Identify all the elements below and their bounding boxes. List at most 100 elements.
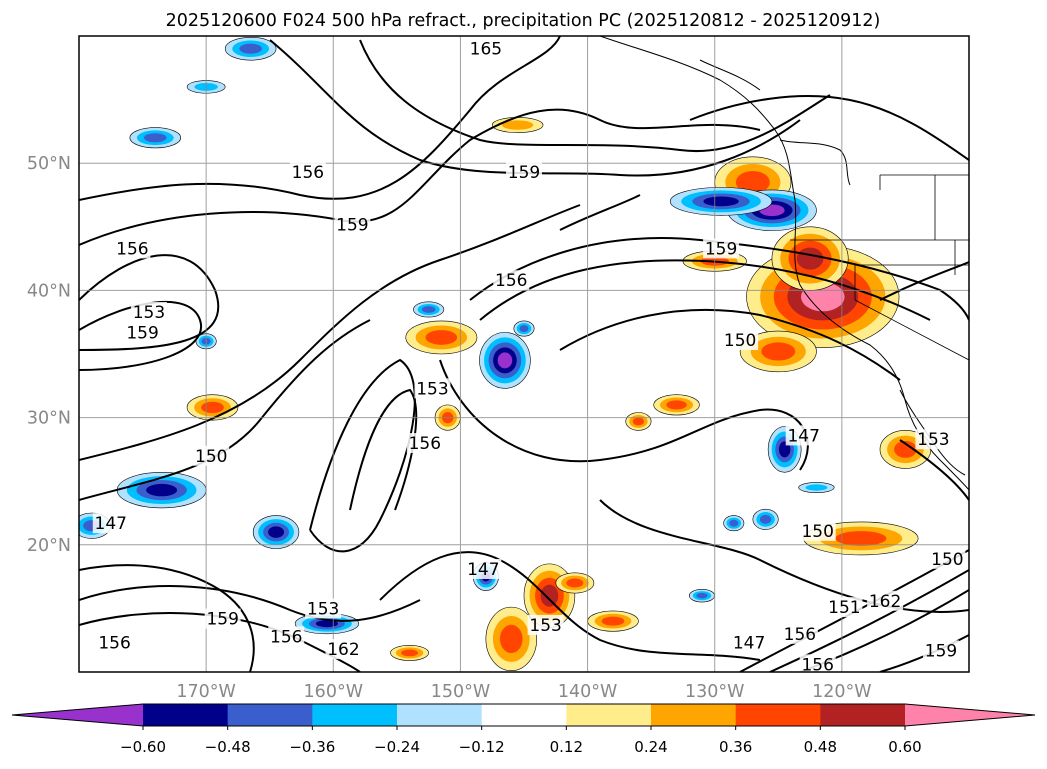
colorbar-tick-label: −0.36: [289, 738, 335, 756]
precip-shade: [894, 440, 917, 458]
contour-label: 156: [409, 434, 441, 454]
colorbar-tick-label: 0.60: [888, 738, 921, 756]
contour-label-bg: [204, 608, 241, 629]
contour-label-bg: [268, 626, 305, 647]
contour-line: [359, 39, 831, 153]
contour-label: 150: [931, 550, 963, 570]
precip-shade: [835, 531, 887, 546]
contour-label-bg: [325, 639, 362, 660]
longitude-label: 170°W: [176, 682, 235, 702]
contour-label: 153: [416, 379, 448, 399]
colorbar-tick-label: −0.48: [205, 738, 251, 756]
contour-label: 165: [470, 40, 502, 60]
contour-label: 156: [495, 271, 527, 291]
contour-line: [349, 388, 418, 511]
precip-shade: [796, 247, 824, 270]
precip-shade: [805, 484, 828, 491]
contour-label: 147: [467, 560, 499, 580]
contour-label: 162: [869, 592, 901, 612]
colorbar-tick-label: 0.12: [550, 738, 583, 756]
contour-line: [559, 194, 641, 231]
colorbar-tick-label: 0.48: [804, 738, 837, 756]
axis-labels: 170°W 160°W 150°W 140°W 130°W 120°W 50°N 40°N 30…: [27, 154, 872, 702]
precip-shade: [401, 649, 419, 657]
precip-shade: [666, 400, 687, 410]
contour-label: 162: [327, 640, 359, 660]
contour-label: 147: [733, 634, 765, 654]
precip-shade: [703, 196, 739, 207]
colorbar-extend-high: [905, 704, 1035, 726]
precip-shade: [497, 352, 513, 369]
colorbar-tick-label: −0.60: [120, 738, 166, 756]
contour-line: [439, 359, 809, 471]
contour-line: [79, 204, 581, 461]
contour-label-bg: [703, 238, 740, 259]
contour-label: 156: [801, 655, 833, 675]
contour-line: [469, 237, 969, 321]
contour-label-bg: [915, 429, 952, 450]
precip-shade: [501, 120, 534, 130]
contour-label-bg: [465, 558, 502, 579]
contour-label: 159: [508, 163, 540, 183]
contour-line: [79, 585, 421, 622]
contour-label-bg: [506, 162, 542, 183]
precipitation-shading: [79, 36, 932, 672]
latitude-label: 30°N: [27, 409, 71, 429]
latitude-label: 20°N: [27, 536, 71, 556]
contour-label-bg: [731, 632, 768, 653]
precip-shade: [421, 306, 436, 313]
precip-shade: [239, 43, 262, 54]
colorbar-segment: [651, 704, 737, 726]
contour-label-bg: [493, 270, 530, 291]
precip-shade: [201, 401, 224, 414]
precip-shade: [425, 330, 458, 345]
longitude-label: 130°W: [685, 682, 744, 702]
contour-label-bg: [799, 520, 836, 541]
figure-title: 2025120600 F024 500 hPa refract., precip…: [166, 11, 881, 31]
latitude-label: 50°N: [27, 154, 71, 174]
colorbar-segment: [143, 704, 229, 726]
contour-label-bg: [130, 302, 167, 323]
contour-label-bg: [826, 597, 863, 618]
precip-shade: [146, 483, 178, 497]
colorbar-segment: [312, 704, 398, 726]
latitude-label: 40°N: [27, 281, 71, 301]
precip-shade: [143, 133, 167, 143]
contour-label-bg: [785, 425, 822, 446]
colorbar-tick-label: 0.36: [719, 738, 752, 756]
contour-label: 150: [801, 522, 833, 542]
contour-label: 156: [98, 634, 130, 654]
contour-label-bg: [722, 330, 759, 351]
contour-label-bg: [867, 590, 904, 611]
contour-line: [479, 259, 931, 321]
contour-label: 159: [925, 641, 957, 661]
contour-label-bg: [124, 322, 161, 343]
longitude-label: 140°W: [558, 682, 617, 702]
colorbar-extend-low: [12, 704, 143, 726]
longitude-label: 150°W: [431, 682, 490, 702]
colorbar: −0.60 −0.48 −0.36 −0.24 −0.12 0.12 0.24 0.36 0.4…: [11, 703, 1036, 756]
contour-line: [79, 108, 761, 246]
colorbar-tick-label: 0.24: [634, 738, 667, 756]
contour-line: [879, 261, 969, 301]
colorbar-tick-label: −0.12: [459, 738, 505, 756]
colorbar-segment: [735, 704, 821, 726]
precip-shade: [315, 620, 338, 628]
map-frame: [78, 35, 970, 673]
colorbar-segment: [227, 704, 313, 726]
precip-shade: [268, 526, 285, 538]
coastline-path: [699, 59, 761, 91]
contour-line: [599, 499, 969, 613]
contour-label-bg: [781, 623, 818, 644]
precip-shade: [632, 417, 645, 426]
contour-label: 151: [828, 598, 860, 618]
contour-line: [79, 36, 561, 201]
contour-line: [559, 308, 901, 381]
precip-shade: [761, 342, 796, 361]
precip-shade: [519, 325, 529, 332]
contour-label: 153: [133, 303, 165, 323]
longitude-label: 120°W: [812, 682, 871, 702]
contour-label: 156: [292, 163, 324, 183]
contour-label-bg: [527, 614, 564, 635]
